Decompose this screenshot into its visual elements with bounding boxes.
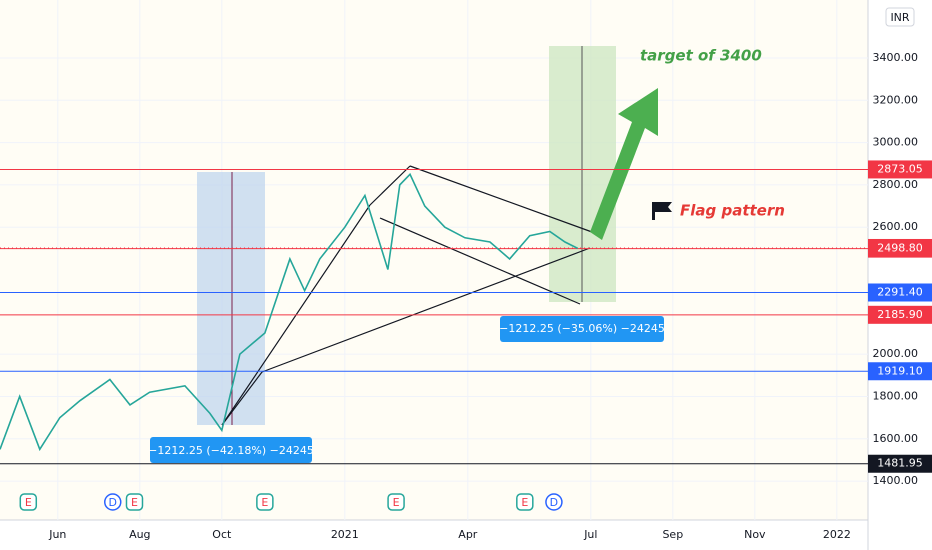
price-label: 2291.40 <box>877 285 923 298</box>
measure-label: −1212.25 (−35.06%) −24245 <box>499 322 665 335</box>
event-label: D <box>550 496 558 509</box>
event-label: E <box>521 496 528 509</box>
y-tick-label: 1600.00 <box>873 432 919 445</box>
measure-box <box>197 172 265 425</box>
trend-line <box>369 165 411 206</box>
target-arrow <box>590 88 658 240</box>
price-label: 1919.10 <box>877 364 923 377</box>
price-label-box <box>868 454 932 473</box>
flag-text: Flag pattern <box>680 202 785 220</box>
trend-line <box>261 247 591 373</box>
price-label: 1481.95 <box>877 457 923 470</box>
x-tick-label: 2022 <box>823 528 851 541</box>
event-icon <box>19 493 38 511</box>
y-tick-label: 3000.00 <box>873 136 919 149</box>
axes: 1400.00 1600.00 1800.00 2000.00 2600.00 2800.… <box>48 51 932 541</box>
plot-background <box>0 0 868 520</box>
trend-line <box>409 165 593 233</box>
x-tick-label: Jul <box>583 528 597 541</box>
event-label: E <box>25 496 32 509</box>
event-icon <box>256 493 274 511</box>
annotations: −1212.25 (−42.18%) −24245 −1212.25 (−35.… <box>148 46 785 463</box>
x-tick-label: Jun <box>48 528 66 541</box>
x-tick-label: 2021 <box>331 528 359 541</box>
trend-line <box>221 371 263 426</box>
measure-label-box <box>500 316 664 342</box>
event-label: E <box>131 496 138 509</box>
event-icon <box>125 493 144 511</box>
y-tick-label: 2800.00 <box>873 178 919 191</box>
trend-line <box>379 217 581 305</box>
x-tick-label: Apr <box>458 528 478 541</box>
y-tick-label: 2600.00 <box>873 220 919 233</box>
price-label: 2185.90 <box>877 308 923 321</box>
target-text: target of 3400 <box>640 47 762 65</box>
y-tick-label: 1800.00 <box>873 389 919 402</box>
currency-box[interactable] <box>885 7 915 27</box>
price-label: 2498.80 <box>877 242 923 255</box>
price-label-box <box>868 305 932 324</box>
flag-icon <box>655 202 672 212</box>
flag-pole <box>652 202 655 220</box>
x-tick-label: Sep <box>662 528 683 541</box>
measure-label-box <box>150 437 312 463</box>
y-tick-label: 3400.00 <box>873 51 919 64</box>
measure-label: −1212.25 (−42.18%) −24245 <box>148 444 314 457</box>
x-tick-label: Nov <box>744 528 766 541</box>
price-label-box <box>868 239 932 258</box>
price-label-box <box>868 160 932 179</box>
price-label-box <box>868 283 932 302</box>
event-icon <box>104 493 122 511</box>
y-tick-label: 1400.00 <box>873 474 919 487</box>
event-icon <box>545 493 563 511</box>
event-label: E <box>393 496 400 509</box>
currency[interactable]: INR <box>890 11 909 24</box>
event-label: D <box>109 496 117 509</box>
event-icon <box>387 493 405 511</box>
price-line-series <box>0 172 579 452</box>
y-tick-label: 3200.00 <box>873 93 919 106</box>
price-label: 2873.05 <box>877 162 923 175</box>
x-tick-label: Aug <box>129 528 150 541</box>
x-tick-label: Oct <box>212 528 232 541</box>
event-label: E <box>261 496 268 509</box>
y-tick-label: 2000.00 <box>873 347 919 360</box>
price-label-box <box>868 362 932 381</box>
event-icon <box>516 493 534 511</box>
